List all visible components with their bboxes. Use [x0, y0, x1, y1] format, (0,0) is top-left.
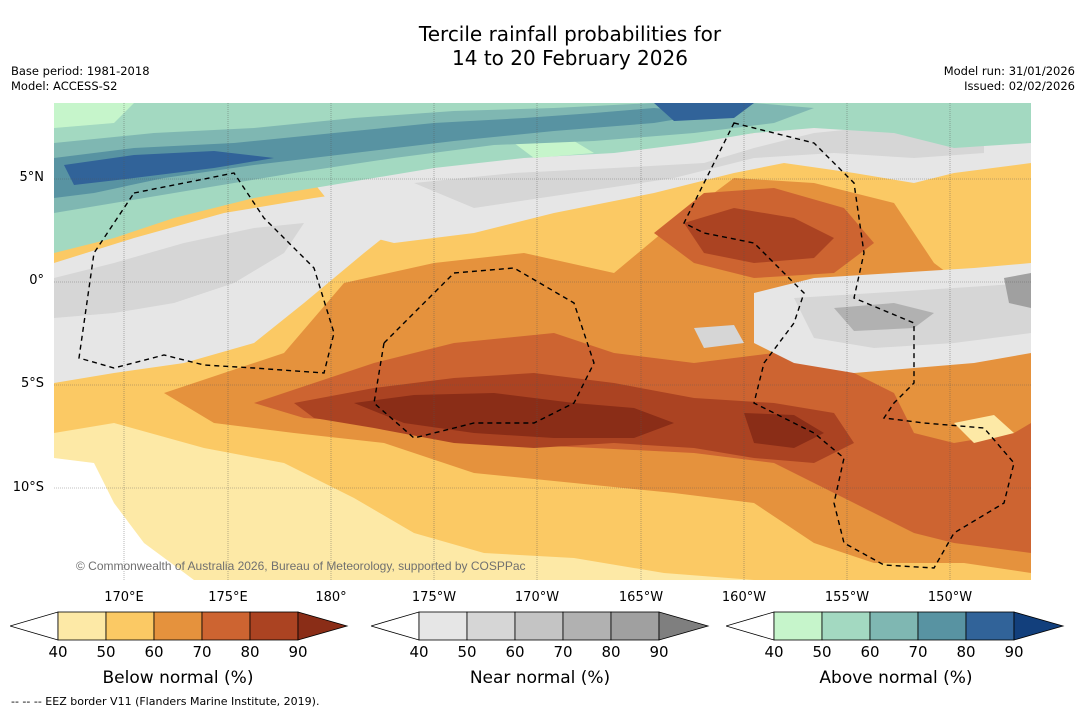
below-40-50-south — [54, 423, 754, 580]
colorbar-above-min-arrow — [726, 611, 775, 641]
colorbar-near-label: Near normal (%) — [469, 668, 611, 688]
lon-label-155w: 155°W — [824, 590, 870, 605]
colorbar-near-min-arrow — [371, 611, 420, 641]
lon-label-180: 180° — [315, 590, 347, 605]
lon-label-175e: 175°E — [208, 590, 248, 605]
near-tick: 60 — [505, 643, 525, 661]
title-line-2: 14 to 20 February 2026 — [452, 46, 688, 70]
eez-central — [373, 267, 595, 439]
issued-date: Issued: 02/02/2026 — [964, 79, 1075, 93]
near-tick: 90 — [649, 643, 669, 661]
near-tick: 80 — [601, 643, 621, 661]
model-run: Model run: 31/01/2026 — [943, 64, 1075, 78]
above-tick: 80 — [956, 643, 976, 661]
above-40-50-edge — [54, 103, 134, 128]
below-over-90-core — [354, 393, 674, 438]
lat-label-5s: 5°S — [20, 376, 44, 391]
lon-label-165w: 165°W — [618, 590, 664, 605]
lon-label-170e: 170°E — [104, 590, 144, 605]
colorbar-below-max-arrow — [297, 611, 349, 641]
above-40-50-south-east — [954, 415, 1014, 443]
below-tick: 50 — [96, 643, 116, 661]
near-tick: 50 — [457, 643, 477, 661]
below-80-90-north — [684, 208, 834, 263]
near-normal-north-inner — [414, 118, 984, 208]
eez-footnote: -- -- -- EEZ border V11 (Flanders Marine… — [11, 695, 320, 708]
near-tick: 70 — [553, 643, 573, 661]
meta-right: Model run: 31/01/2026 Issued: 02/02/2026 — [944, 64, 1075, 94]
above-80-90-north — [654, 103, 754, 121]
model-name: Model: ACCESS-S2 — [11, 79, 118, 93]
lon-label-170w: 170°W — [514, 590, 560, 605]
near-normal-east-core — [834, 303, 934, 331]
eez-west — [78, 172, 335, 374]
near-normal-west — [54, 188, 414, 383]
above-80-90 — [64, 151, 274, 185]
title-line-1: Tercile rainfall probabilities for — [418, 22, 722, 46]
lat-label-10s: 10°S — [12, 480, 44, 495]
map-title: Tercile rainfall probabilities for 14 to… — [0, 22, 1085, 70]
lat-label-0: 0° — [29, 273, 44, 288]
eez-east — [683, 122, 1015, 569]
above-40-50-north — [514, 141, 594, 158]
base-period: Base period: 1981-2018 — [11, 64, 150, 78]
below-tick: 70 — [192, 643, 212, 661]
colorbar-below-min-arrow — [10, 611, 59, 641]
near-normal-west-inner — [54, 223, 304, 318]
near-tick: 40 — [409, 643, 429, 661]
colorbar-below — [10, 611, 349, 641]
colorbar-below-label: Below normal (%) — [102, 668, 254, 688]
meta-left: Base period: 1981-2018 Model: ACCESS-S2 — [11, 64, 150, 94]
map-copyright: © Commonwealth of Australia 2026, Bureau… — [76, 559, 526, 573]
eez-borders — [78, 122, 1015, 569]
above-tick: 40 — [764, 643, 784, 661]
lat-label-5n: 5°N — [19, 170, 45, 185]
above-tick: 70 — [908, 643, 928, 661]
below-tick: 40 — [48, 643, 68, 661]
below-tick: 80 — [240, 643, 260, 661]
colorbar-above-label: Above normal (%) — [819, 668, 973, 688]
above-tick: 60 — [860, 643, 880, 661]
lon-label-160w: 160°W — [721, 590, 767, 605]
above-60-70 — [54, 103, 814, 213]
above-tick: 50 — [812, 643, 832, 661]
above-70-80 — [54, 108, 714, 198]
near-normal-mid — [694, 325, 744, 348]
below-tick: 60 — [144, 643, 164, 661]
colorbar-near-max-arrow — [658, 611, 710, 641]
lon-label-150w: 150°W — [927, 590, 973, 605]
lon-label-175w: 175°W — [411, 590, 457, 605]
below-over-90-east — [744, 413, 824, 448]
colorbar-above — [726, 611, 1065, 641]
colorbar-near — [371, 611, 710, 641]
below-tick: 90 — [288, 643, 308, 661]
colorbar-above-max-arrow — [1013, 611, 1065, 641]
probability-map: © Commonwealth of Australia 2026, Bureau… — [54, 103, 1031, 580]
grid-lines — [54, 103, 1031, 580]
above-tick: 90 — [1004, 643, 1024, 661]
